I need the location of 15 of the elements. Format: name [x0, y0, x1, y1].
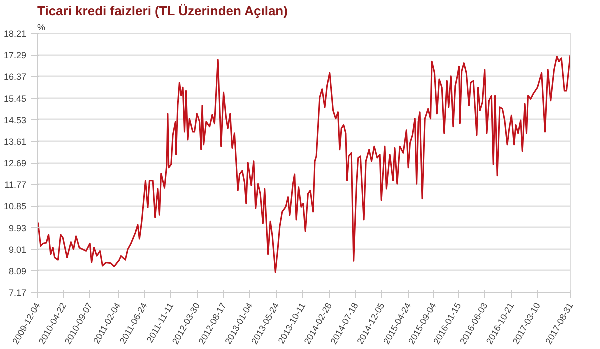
- y-tick-label: 7.17: [8, 288, 27, 298]
- y-tick-label: 15.45: [4, 94, 27, 104]
- y-tick-label: 18.21: [4, 29, 27, 39]
- chart-title: Ticari kredi faizleri (TL Üzerinden Açılan): [38, 4, 288, 18]
- y-tick-label: 8.09: [8, 266, 27, 276]
- y-tick-label: 11.77: [4, 180, 27, 190]
- y-tick-label: 16.37: [4, 72, 27, 82]
- y-tick-label: 9.01: [8, 244, 27, 255]
- y-tick-label: 10.85: [4, 202, 27, 212]
- y-tick-label: 9.93: [8, 223, 27, 234]
- y-tick-label: 13.61: [4, 136, 27, 147]
- y-axis-title: %: [38, 22, 46, 32]
- y-tick-label: 14.53: [4, 115, 27, 126]
- y-tick-label: 12.69: [4, 158, 27, 168]
- y-tick-label: 17.29: [4, 50, 27, 61]
